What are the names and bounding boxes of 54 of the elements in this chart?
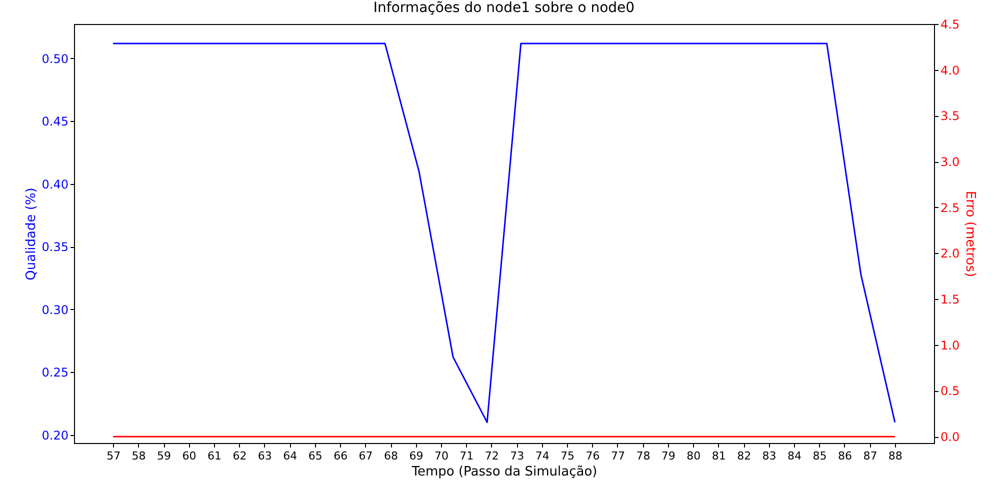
y2-tick-label: 0.5 (940, 384, 960, 398)
x-tick-label: 59 (157, 450, 172, 462)
x-tick-label: 63 (258, 450, 272, 462)
x-tick-label: 61 (207, 450, 222, 462)
y-tick-label: 0.40 (42, 177, 68, 192)
y2-tick-label: 0.0 (940, 430, 960, 444)
x-tick-label: 80 (686, 450, 701, 462)
x-tick-label: 82 (737, 450, 752, 462)
x-tick-label: 83 (762, 450, 776, 462)
x-tick-label: 74 (535, 450, 550, 462)
y2-tick-label: 4.0 (940, 63, 960, 78)
y2-tick-label: 1.0 (940, 338, 960, 352)
x-tick-label: 62 (232, 450, 247, 462)
x-tick-label: 67 (358, 450, 373, 462)
y-tick-label: 0.45 (42, 114, 68, 129)
x-tick-label: 69 (409, 450, 424, 462)
y-tick-label: 0.25 (42, 366, 68, 380)
x-tick-label: 81 (712, 450, 726, 462)
y2-tick-label: 3.5 (940, 109, 960, 124)
x-tick-label: 66 (334, 450, 348, 462)
y-tick-label: 0.30 (42, 302, 68, 317)
x-tick-label: 68 (384, 450, 398, 462)
x-tick-label: 85 (812, 450, 827, 462)
chart-title: Informações do node1 sobre o node0 (373, 0, 635, 16)
y2-tick-label: 1.5 (940, 292, 960, 307)
x-tick-label: 88 (888, 450, 902, 462)
y2-tick-label: 2.5 (940, 200, 960, 215)
x-tick-label: 86 (838, 450, 852, 462)
x-tick-label: 70 (434, 450, 448, 462)
y-axis-title: Qualidade (%) (24, 188, 39, 280)
y2-tick-label: 4.5 (940, 18, 960, 32)
y2-axis-title: Erro (metros) (962, 190, 978, 278)
x-tick-label: 84 (788, 450, 802, 462)
x-tick-label: 65 (308, 450, 322, 462)
x-tick-label: 76 (586, 450, 600, 462)
y-tick-label: 0.20 (42, 428, 68, 442)
x-tick-label: 71 (460, 450, 474, 462)
y2-tick-label: 3.0 (940, 155, 960, 170)
y-tick-label: 0.50 (42, 52, 68, 66)
x-tick-label: 58 (132, 450, 146, 462)
x-tick-label: 64 (283, 450, 298, 462)
x-tick-label: 78 (636, 450, 650, 462)
x-tick-label: 77 (610, 450, 625, 462)
y-tick-label: 0.35 (42, 240, 68, 254)
x-tick-label: 87 (863, 450, 878, 462)
x-axis-title: Tempo (Passo da Simulação) (410, 464, 598, 480)
x-tick-label: 57 (106, 450, 121, 462)
line-series (112, 42, 896, 424)
y2-tick-label: 2.0 (940, 246, 960, 261)
x-tick-label: 72 (484, 450, 499, 462)
x-tick-label: 79 (661, 450, 676, 462)
x-tick-label: 75 (560, 450, 575, 462)
x-tick-label: 73 (510, 450, 524, 462)
x-tick-label: 60 (182, 450, 196, 462)
